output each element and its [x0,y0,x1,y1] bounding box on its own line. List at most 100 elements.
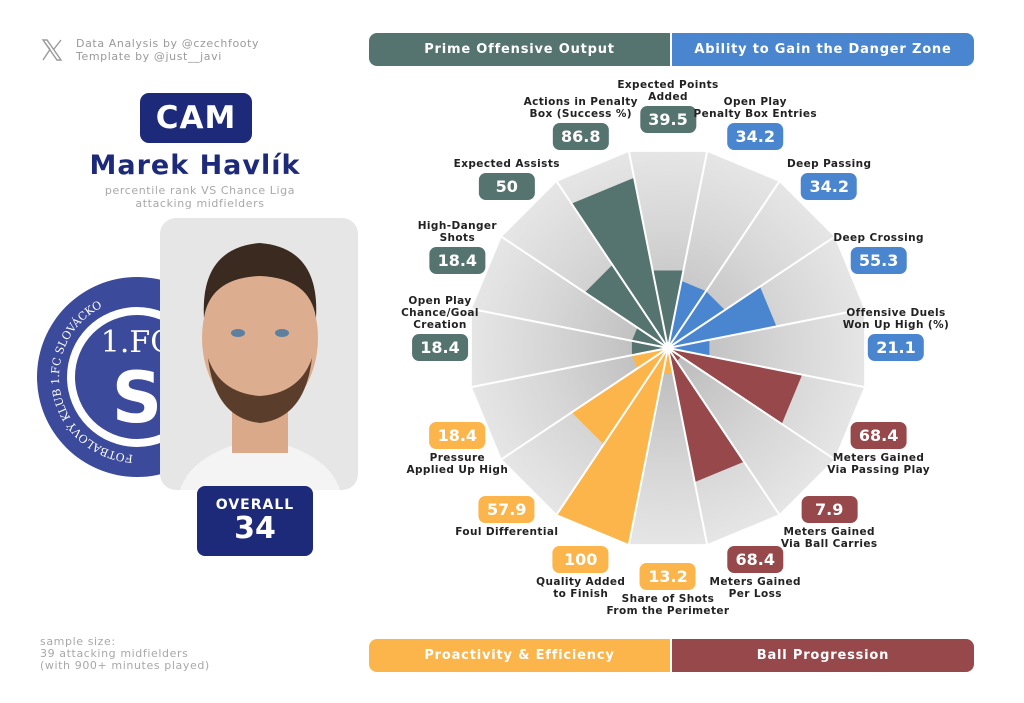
metric-name: Foul Differential [455,526,559,539]
slice-bar [668,339,710,357]
slice-background [471,236,668,348]
slice-bar [652,270,684,348]
slice-label: 100 Quality Added to Finish [536,543,625,600]
slice-divider [667,347,867,389]
credit-data: Data Analysis by @czechfooty [76,37,260,50]
player-name: Marek Havlík [89,150,301,181]
metric-name: Offensive Duels Won Up High (%) [842,307,950,331]
slice-background [471,308,668,388]
metric-value-badge: 34.2 [727,123,784,151]
metric-name: Meters Gained Per Loss [709,575,801,600]
slice-label: Actions in Penalty Box (Success %) 86.8 [524,96,638,153]
overall-label: OVERALL [215,497,295,513]
slice-bar [668,280,707,348]
subtitle-line-1: percentile rank VS Chance Liga [104,184,296,197]
slice-label: Deep Crossing 55.3 [833,232,924,277]
slice-label: 7.9 Meters Gained Via Ball Carries [781,493,878,550]
slice-divider [499,347,669,462]
metric-name: Open Play Chance/Goal Creation [401,295,479,331]
slice-divider [627,347,669,547]
position-badge: CAM [140,93,252,143]
x-logo-icon [41,39,63,61]
slice-background [628,151,708,348]
slice-label: Offensive Duels Won Up High (%) 21.1 [843,307,949,364]
slice-divider [469,347,669,389]
metric-value-badge: 55.3 [850,246,907,274]
slice-bar [556,348,668,545]
metric-value-badge: 68.4 [850,422,907,450]
metric-value-badge: 18.4 [429,422,486,450]
slice-background [668,308,865,388]
slice-divider [469,307,669,349]
slice-divider [667,307,867,349]
sample-line-1: sample size: [40,635,116,648]
slice-bar [668,348,745,483]
slice-bar [571,348,668,445]
slice-bar [668,348,803,425]
metric-name: Expected Assists [453,157,560,170]
sample-size-note: sample size: 39 attacking midfielders (w… [40,636,210,672]
slice-label: Expected Assists 50 [454,158,560,203]
metric-name: Expected Points Added [617,79,719,103]
player-photo [160,218,358,490]
slice-label: 68.4 Meters Gained Via Passing Play [827,419,930,476]
slice-label: Expected Points Added 39.5 [617,79,718,136]
metric-name: Meters Gained Via Ball Carries [780,526,878,551]
group-header-proactivity-efficiency: Proactivity & Efficiency [369,639,670,672]
slice-label: 68.4 Meters Gained Per Loss [710,543,801,600]
metric-value-badge: 68.4 [727,545,784,573]
slice-label: 18.4 Pressure Applied Up High [406,419,508,476]
overall-score-badge: OVERALL 34 [197,486,313,556]
slice-bar [571,177,668,348]
metric-value-badge: 100 [552,545,609,573]
slice-bar [662,348,674,374]
slice-bar [668,286,777,348]
slice-bar [668,291,725,348]
slice-divider [499,234,669,349]
slice-background [471,348,668,460]
club-logo: 1.FC S FOTBALOVÝ KLUB 1.FC SLOVÁCKO [37,277,237,477]
svg-text:S: S [112,357,162,439]
slice-label: Deep Passing 34.2 [787,158,872,203]
metric-value-badge: 7.9 [801,496,858,524]
metric-value-badge: 13.2 [640,563,696,590]
overall-value: 34 [234,511,276,546]
metric-name: Meters Gained Via Passing Play [827,452,931,477]
slice-divider [554,347,669,517]
slice-background [668,348,835,515]
metric-name: Actions in Penalty Box (Success %) [523,96,638,121]
credit-template: Template by @just__javi [76,50,222,63]
metric-name: High-Danger Shots [417,219,497,244]
slice-divider [667,149,709,349]
metric-value-badge: 50 [478,172,535,200]
metric-name: Deep Crossing [833,231,924,244]
metric-value-badge: 39.5 [640,106,696,133]
metric-value-badge: 57.9 [478,496,535,524]
group-header-danger-zone: Ability to Gain the Danger Zone [672,33,974,66]
metric-value-badge: 18.4 [412,334,468,361]
metric-value-badge: 18.4 [429,246,486,274]
sample-line-2: 39 attacking midfielders [40,647,189,660]
subtitle-line-2: attacking midfielders [135,197,265,210]
slice-label: Open Play Penalty Box Entries 34.2 [693,96,817,153]
metric-value-badge: 34.2 [801,172,858,200]
metric-value-badge: 21.1 [868,334,924,361]
metric-value-badge: 86.8 [552,123,609,151]
slice-divider [667,347,837,462]
slice-divider [667,234,837,349]
slice-label: High-Danger Shots 18.4 [418,220,497,277]
slice-bar [584,264,668,348]
slice-divider [667,179,782,349]
metric-name: Deep Passing [786,157,872,170]
slice-divider [627,149,669,349]
player-subtitle: percentile rank VS Chance Liga attacking… [70,184,330,210]
group-header-ball-progression: Ball Progression [672,639,974,672]
slice-divider [554,179,669,349]
slice-divider [667,347,782,517]
pizza-chart [469,149,867,547]
metric-name: Pressure Applied Up High [406,452,509,477]
metric-name: Open Play Penalty Box Entries [693,96,818,121]
slice-label: 57.9 Foul Differential [455,493,558,538]
credits: Data Analysis by @czechfooty Template by… [40,37,259,63]
slice-label: Open Play Chance/Goal Creation 18.4 [401,295,479,364]
